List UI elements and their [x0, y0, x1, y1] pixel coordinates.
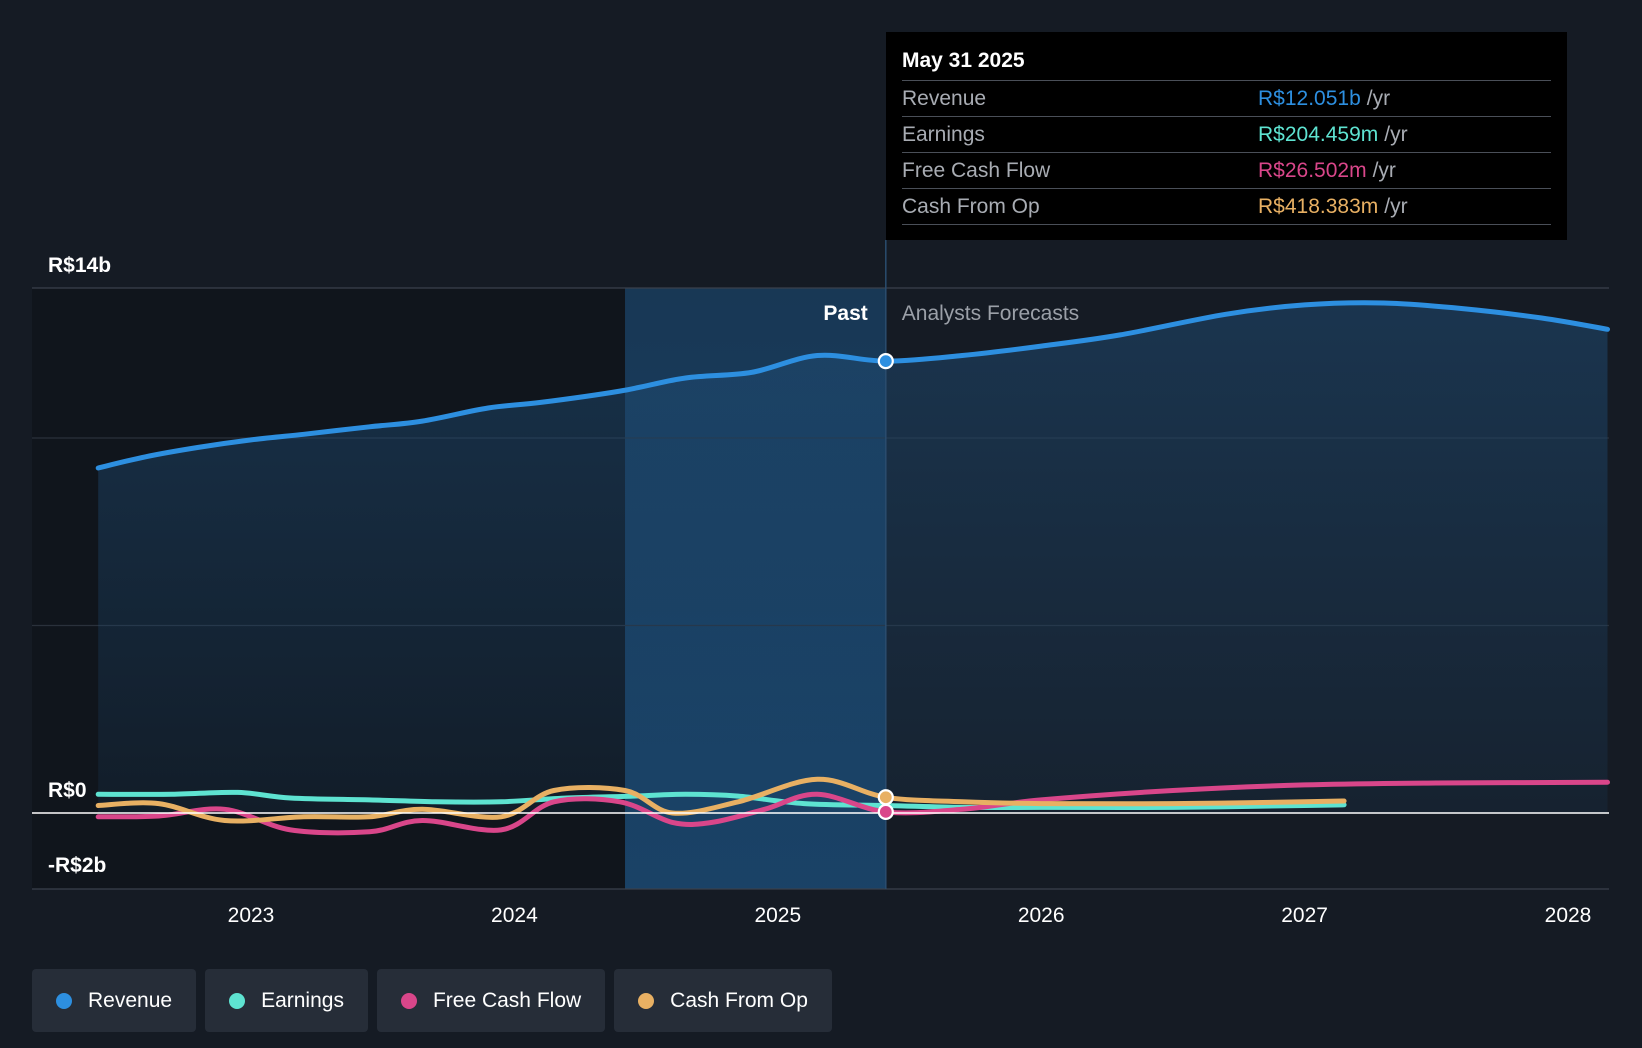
series-line-free-cash-flow	[95, 779, 1610, 836]
past-label: Past	[823, 302, 867, 325]
x-tick-label: 2027	[1281, 904, 1328, 927]
tooltip-date: May 31 2025	[902, 49, 1025, 72]
marker-cash-from-op	[877, 789, 894, 806]
tooltip-panel: May 31 2025 Revenue R$12.051b/yr Earnings R…	[886, 32, 1567, 240]
legend-item-earnings[interactable]: Earnings	[205, 969, 368, 1032]
legend-item-revenue[interactable]: Revenue	[32, 969, 197, 1032]
x-tick-label: 2028	[1545, 904, 1592, 927]
series-line-earnings	[95, 789, 1347, 811]
tooltip-row-label: Free Cash Flow	[902, 158, 1051, 182]
marker-free-cash-flow	[877, 803, 894, 820]
legend-item-label: Revenue	[88, 988, 173, 1012]
area-layer	[98, 302, 1608, 813]
legend-item-label: Cash From Op	[670, 988, 808, 1012]
tooltip-row: Revenue R$12.051b/yr	[902, 80, 1551, 116]
tooltip-row-unit: /yr	[1366, 86, 1391, 110]
legend-dot-icon	[56, 992, 72, 1009]
tooltip-row-value: R$12.051b	[1258, 86, 1361, 110]
tooltip-row-value: R$418.383m	[1258, 194, 1379, 218]
series-line-revenue	[95, 300, 1610, 471]
legend: Revenue Earnings Free Cash Flow Cash From O…	[32, 969, 832, 1032]
forecast-label: Analysts Forecasts	[902, 302, 1079, 325]
legend-item-cash-from-op[interactable]: Cash From Op	[614, 969, 832, 1032]
tooltip-row-unit: /yr	[1384, 194, 1408, 218]
x-tick-label: 2024	[491, 904, 538, 927]
tooltip-row: Earnings R$204.459m/yr	[902, 116, 1551, 152]
tooltip-row-label: Cash From Op	[902, 194, 1040, 218]
y-tick-label: -R$2b	[48, 854, 106, 877]
tooltip-row: Cash From Op R$418.383m/yr	[902, 188, 1551, 225]
axis-labels: R$14b R$0 -R$2b 2023 2024 2025 2026 2027 2028 Pas…	[48, 254, 1591, 927]
x-tick-label: 2026	[1018, 904, 1065, 927]
legend-dot-icon	[400, 992, 417, 1009]
present-markers	[877, 353, 894, 820]
legend-dot-icon	[638, 992, 655, 1009]
legend-item-label: Earnings	[261, 988, 344, 1012]
tooltip-row-label: Revenue	[902, 86, 987, 110]
legend-item-free-cash-flow[interactable]: Free Cash Flow	[376, 969, 606, 1032]
tooltip-row-unit: /yr	[1384, 122, 1408, 146]
x-tick-label: 2023	[228, 904, 275, 927]
tooltip-row-label: Earnings	[902, 122, 985, 146]
x-tick-label: 2025	[754, 904, 801, 927]
tooltip-row-value: R$26.502m	[1258, 158, 1367, 182]
tooltip-rows: Revenue R$12.051b/yr Earnings R$204.459m/yr…	[902, 80, 1551, 225]
legend-item-label: Free Cash Flow	[432, 988, 582, 1012]
tooltip-row-value: R$204.459m	[1258, 122, 1379, 146]
y-tick-label: R$14b	[48, 254, 111, 277]
chart-svg: R$14b R$0 -R$2b 2023 2024 2025 2026 2027 2028 Pas…	[32, 240, 1610, 927]
legend-dot-icon	[229, 992, 246, 1009]
revenue-area	[98, 302, 1608, 813]
tooltip-row: Free Cash Flow R$26.502m/yr	[902, 152, 1551, 188]
series-lines	[32, 300, 1610, 836]
tooltip-row-unit: /yr	[1372, 158, 1396, 182]
y-tick-label: R$0	[48, 779, 87, 802]
marker-revenue	[877, 353, 894, 370]
